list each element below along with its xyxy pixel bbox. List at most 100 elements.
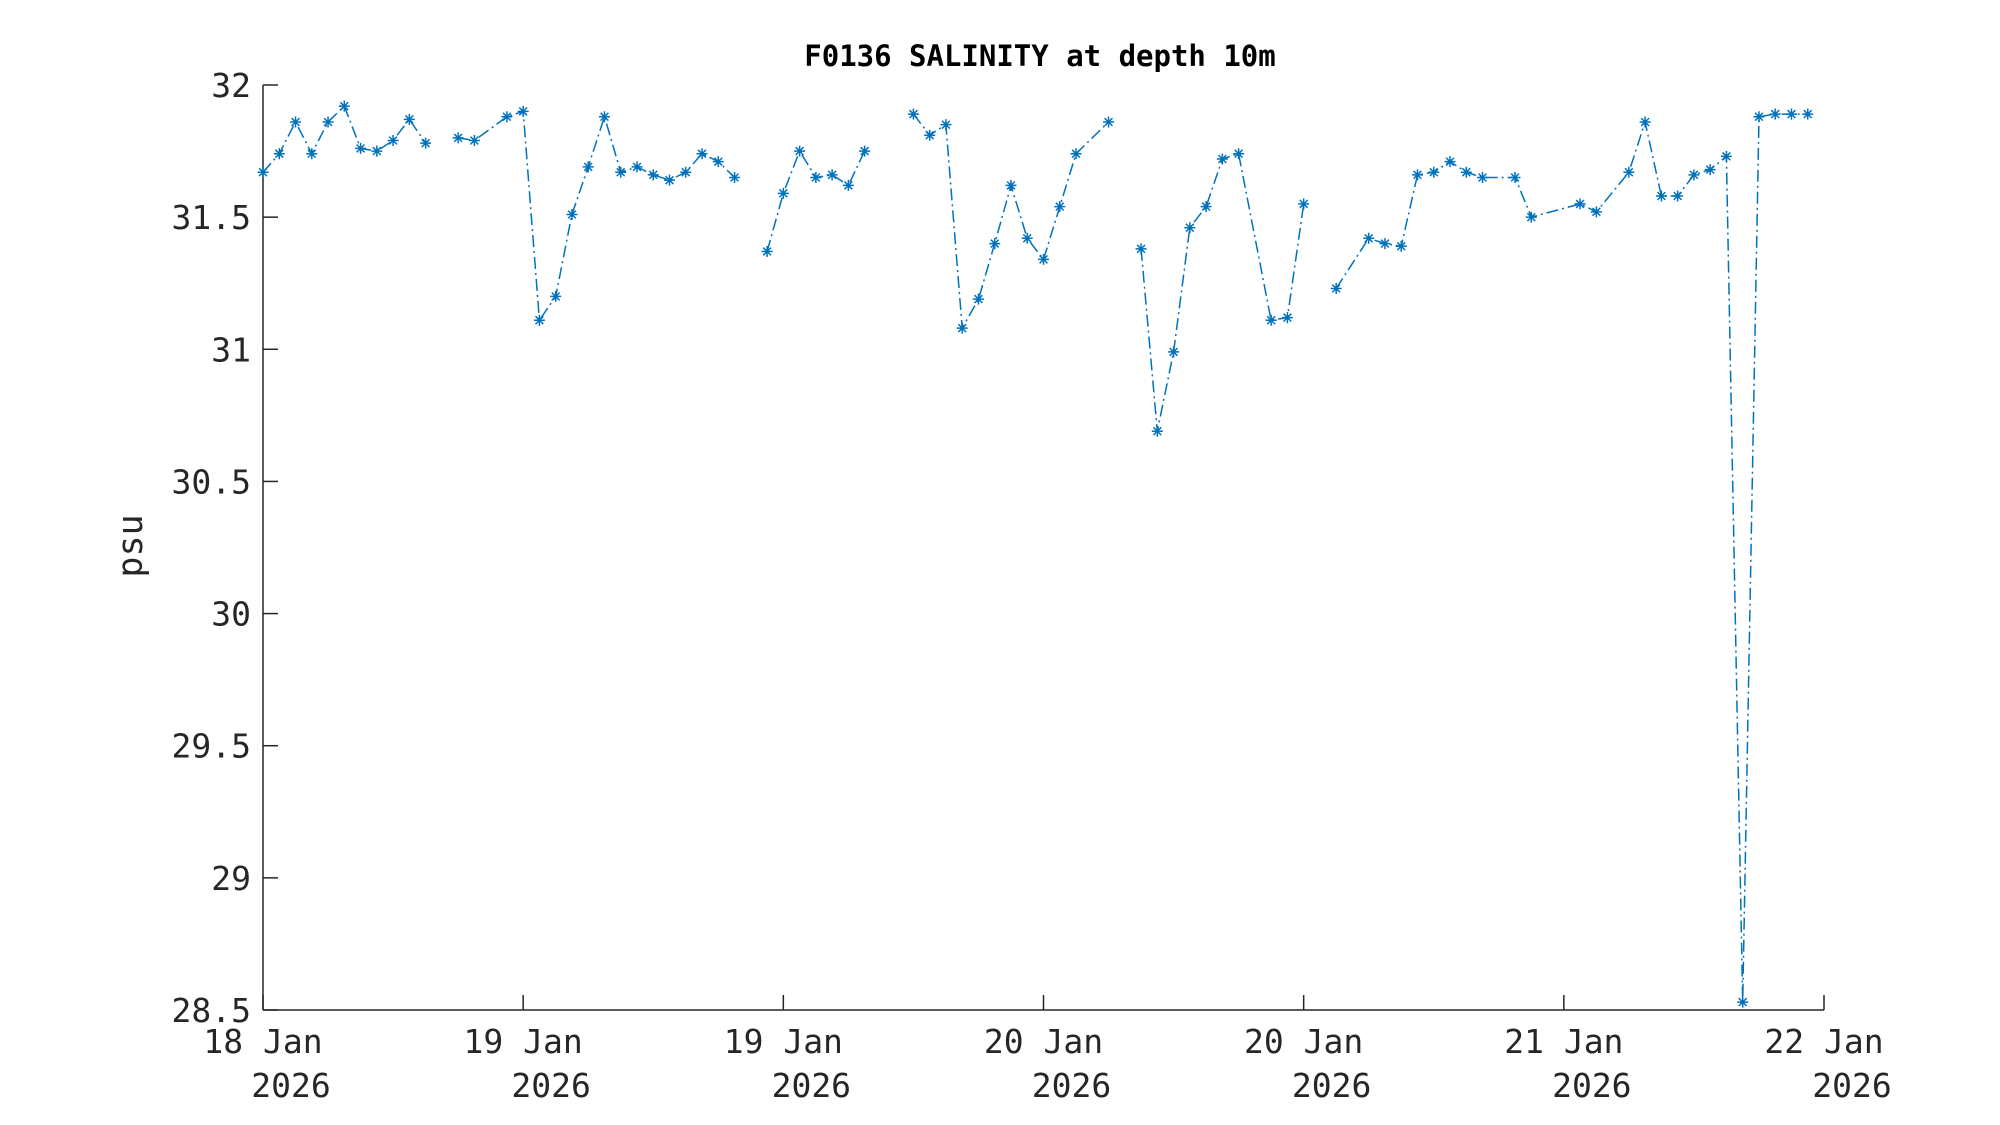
data-point xyxy=(615,166,627,178)
series-line xyxy=(457,110,736,323)
data-point xyxy=(517,105,529,117)
data-series xyxy=(257,100,1814,1008)
data-point xyxy=(1428,166,1440,178)
data-point xyxy=(452,132,464,144)
data-point xyxy=(1021,232,1033,244)
data-point xyxy=(940,119,952,131)
data-point xyxy=(680,166,692,178)
data-point xyxy=(1184,222,1196,234)
x-tick-label: 22 Jan xyxy=(1764,1022,1883,1061)
data-point xyxy=(1525,211,1537,223)
x-tick-year-label: 2026 xyxy=(251,1066,330,1105)
data-point xyxy=(1103,116,1115,128)
data-point xyxy=(842,179,854,191)
data-point xyxy=(257,166,269,178)
data-point xyxy=(1200,201,1212,213)
data-point xyxy=(664,174,676,186)
data-point xyxy=(1590,206,1602,218)
y-ticks: 28.5 29 29.5 30 30.5 31 31.5 32 xyxy=(172,66,278,1030)
data-point xyxy=(1639,116,1651,128)
data-point xyxy=(1135,243,1147,255)
x-tick-label: 21 Jan xyxy=(1504,1022,1623,1061)
data-point xyxy=(1038,253,1049,265)
data-point xyxy=(1753,111,1765,123)
data-point xyxy=(1233,148,1245,160)
data-point xyxy=(501,111,513,123)
data-point xyxy=(566,209,578,220)
data-point xyxy=(712,156,724,168)
x-tick-year-label: 2026 xyxy=(1812,1066,1891,1105)
data-point xyxy=(924,129,936,141)
y-tick-label: 29 xyxy=(211,859,251,898)
data-point xyxy=(1070,148,1082,160)
y-tick-label: 31 xyxy=(211,330,251,369)
data-point xyxy=(550,290,562,302)
data-point xyxy=(1737,996,1749,1008)
data-point xyxy=(907,108,919,120)
x-tick-label: 19 Jan xyxy=(724,1022,843,1061)
data-point xyxy=(1655,190,1667,202)
data-point xyxy=(729,172,741,183)
data-point xyxy=(338,100,350,112)
data-point xyxy=(1769,108,1781,120)
data-point xyxy=(761,246,773,257)
data-point xyxy=(1330,283,1342,294)
data-point xyxy=(598,111,610,123)
data-point xyxy=(322,116,334,128)
x-tick-label: 20 Jan xyxy=(984,1022,1103,1061)
data-point xyxy=(1265,314,1277,326)
data-point xyxy=(972,293,984,305)
data-point xyxy=(533,314,545,326)
data-point xyxy=(1477,172,1489,183)
data-point xyxy=(1688,169,1700,181)
data-point xyxy=(696,148,708,160)
data-point xyxy=(1216,153,1228,165)
data-point xyxy=(1623,166,1635,178)
x-ticks: 18 Jan 2026 19 Jan 2026 19 Jan 2026 20 Jan 2026… xyxy=(203,995,1892,1105)
data-point xyxy=(1151,425,1163,437)
data-point xyxy=(1444,156,1456,168)
y-tick-label: 30.5 xyxy=(172,462,251,501)
data-point xyxy=(273,148,285,160)
y-tick-label: 32 xyxy=(211,66,251,105)
x-tick-label: 20 Jan xyxy=(1244,1022,1363,1061)
data-point xyxy=(1802,108,1814,120)
series-line xyxy=(1140,152,1305,432)
data-point xyxy=(1460,166,1472,178)
data-point xyxy=(387,135,399,146)
data-point xyxy=(1672,190,1684,202)
data-point xyxy=(956,322,968,334)
data-point xyxy=(1168,346,1180,358)
data-point xyxy=(1363,232,1375,244)
x-tick-year-label: 2026 xyxy=(1292,1066,1371,1105)
data-point xyxy=(631,161,643,173)
x-tick-label: 18 Jan xyxy=(203,1022,322,1061)
data-point xyxy=(1379,238,1391,250)
data-point xyxy=(306,148,318,160)
data-point xyxy=(859,145,871,157)
data-point xyxy=(826,169,838,181)
data-point xyxy=(290,116,302,128)
data-point xyxy=(468,135,480,146)
data-point xyxy=(1509,172,1521,183)
y-tick-label: 29.5 xyxy=(172,727,251,766)
data-point xyxy=(1720,150,1732,162)
data-point xyxy=(1411,169,1423,181)
data-point xyxy=(1054,201,1066,213)
data-point xyxy=(1704,164,1716,176)
data-point xyxy=(1574,198,1586,210)
y-tick-label: 28.5 xyxy=(172,991,251,1030)
data-point xyxy=(810,172,822,183)
y-axis-label: psu xyxy=(111,514,151,577)
data-point xyxy=(647,169,659,181)
data-point xyxy=(371,145,383,157)
data-point xyxy=(420,137,432,149)
data-point xyxy=(1785,108,1797,120)
data-point xyxy=(403,113,415,125)
y-tick-label: 31.5 xyxy=(172,198,251,237)
x-tick-year-label: 2026 xyxy=(1032,1066,1111,1105)
data-point xyxy=(1298,198,1310,210)
x-tick-label: 19 Jan xyxy=(464,1022,583,1061)
